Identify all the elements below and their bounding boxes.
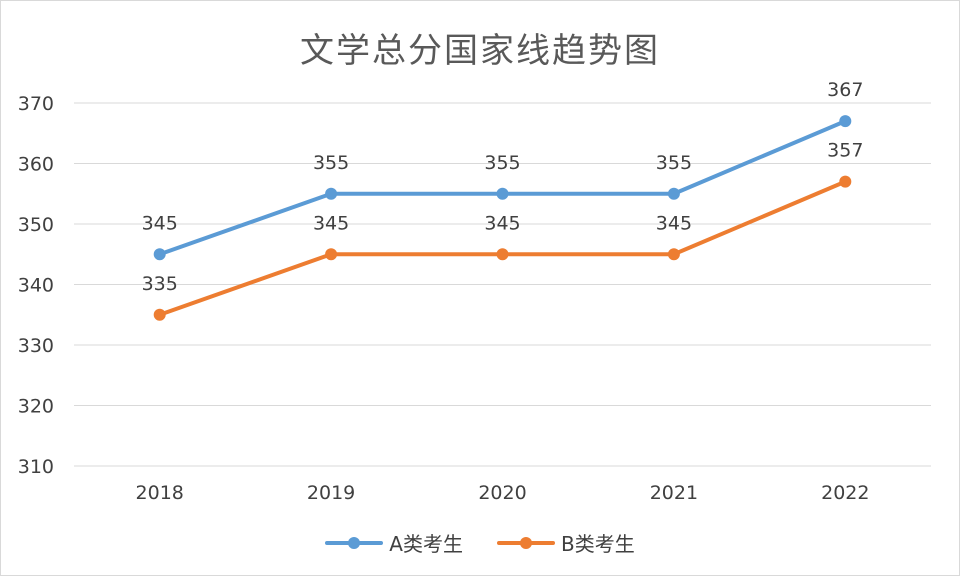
y-tick-label: 310 bbox=[18, 456, 54, 478]
data-point bbox=[667, 248, 680, 261]
data-label: 345 bbox=[656, 212, 692, 234]
y-tick-label: 330 bbox=[18, 335, 54, 357]
x-tick-label: 2022 bbox=[821, 482, 869, 504]
data-point bbox=[839, 115, 852, 128]
legend-swatch-b bbox=[496, 533, 555, 553]
y-tick-label: 340 bbox=[18, 275, 54, 297]
data-point bbox=[153, 308, 166, 321]
data-label: 355 bbox=[484, 152, 520, 174]
y-tick-label: 360 bbox=[18, 154, 54, 176]
legend-label-b: B类考生 bbox=[560, 532, 635, 556]
data-point bbox=[496, 187, 509, 200]
data-point bbox=[839, 175, 852, 188]
legend-label-a: A类考生 bbox=[389, 532, 463, 556]
data-label: 355 bbox=[656, 152, 692, 174]
data-label: 357 bbox=[827, 140, 863, 162]
x-tick-label: 2020 bbox=[478, 482, 526, 504]
x-tick-label: 2021 bbox=[650, 482, 698, 504]
legend-item-a: A类考生 bbox=[325, 528, 463, 557]
legend-swatch-a bbox=[325, 533, 384, 553]
data-label: 355 bbox=[313, 152, 349, 174]
legend-marker-a bbox=[348, 536, 361, 549]
y-tick-label: 370 bbox=[18, 93, 54, 115]
data-point bbox=[325, 248, 338, 261]
legend: A类考生 B类考生 bbox=[1, 528, 959, 557]
data-label: 335 bbox=[142, 273, 178, 295]
y-tick-label: 320 bbox=[18, 396, 54, 418]
x-tick-label: 2019 bbox=[307, 482, 355, 504]
data-label: 367 bbox=[827, 79, 863, 101]
data-point bbox=[667, 187, 680, 200]
data-label: 345 bbox=[313, 212, 349, 234]
x-tick-label: 2018 bbox=[136, 482, 184, 504]
legend-marker-b bbox=[519, 536, 532, 549]
data-point bbox=[153, 248, 166, 261]
series-line-a bbox=[157, 119, 848, 257]
legend-item-b: B类考生 bbox=[496, 528, 635, 557]
data-point bbox=[496, 248, 509, 261]
data-label: 345 bbox=[484, 212, 520, 234]
data-point bbox=[325, 187, 338, 200]
chart-title: 文学总分国家线趋势图 bbox=[300, 31, 660, 71]
data-label: 345 bbox=[142, 212, 178, 234]
series-line-b bbox=[157, 179, 848, 317]
y-tick-label: 350 bbox=[18, 214, 54, 236]
